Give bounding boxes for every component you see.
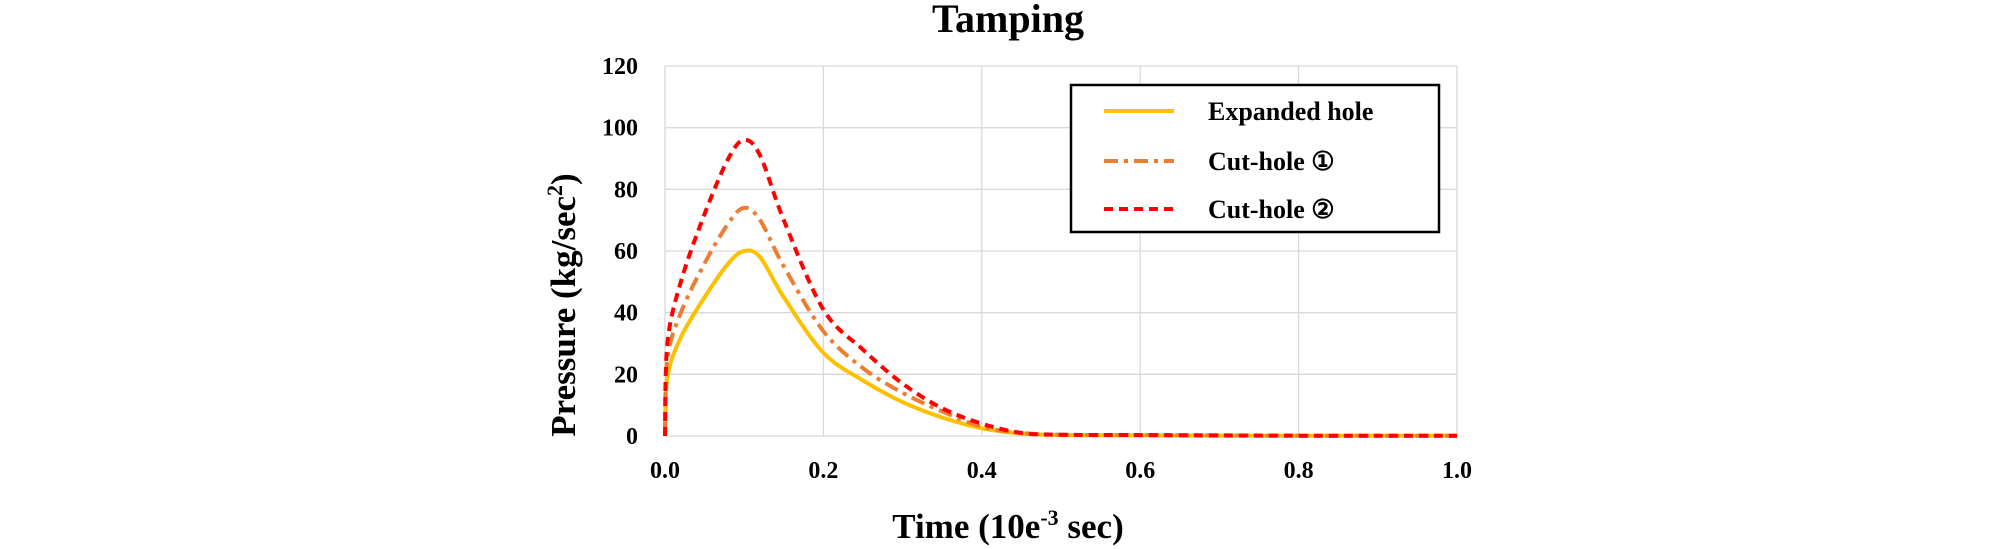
y-axis-label-main: Pressure (kg/sec bbox=[544, 196, 583, 437]
series-line-cut-hole-2 bbox=[663, 137, 1457, 438]
x-tick-label: 0.4 bbox=[967, 458, 997, 484]
y-axis-label-end: ) bbox=[544, 173, 583, 185]
x-axis-label-sup: -3 bbox=[1040, 505, 1058, 530]
x-axis-label: Time (10e-3 sec) bbox=[892, 505, 1124, 546]
y-tick-label: 60 bbox=[614, 239, 638, 265]
legend: Expanded hole Cut-hole ① Cut-hole ② bbox=[1069, 83, 1441, 234]
x-tick-label: 0.2 bbox=[808, 458, 838, 484]
x-axis-label-main: Time (10e bbox=[892, 507, 1040, 546]
y-axis-label: Pressure (kg/sec2) bbox=[542, 173, 583, 436]
x-tick-label: 0.0 bbox=[650, 458, 680, 484]
x-tick-label: 1.0 bbox=[1442, 458, 1472, 484]
series-line-expanded-hole bbox=[663, 248, 1457, 438]
y-tick-label: 40 bbox=[614, 301, 638, 327]
x-tick-labels: 0.0 0.2 0.4 0.6 0.8 1.0 bbox=[650, 458, 1472, 484]
chart-title: Tamping bbox=[932, 0, 1084, 41]
x-tick-label: 0.6 bbox=[1125, 458, 1155, 484]
y-tick-label: 0 bbox=[626, 424, 638, 450]
x-tick-label: 0.8 bbox=[1284, 458, 1314, 484]
x-axis-label-end: sec) bbox=[1059, 507, 1124, 546]
y-axis-label-sup: 2 bbox=[542, 185, 567, 196]
series-line-cut-hole-1 bbox=[663, 205, 1457, 438]
y-axis-label-group: Pressure (kg/sec2) bbox=[542, 173, 583, 436]
y-tick-label: 120 bbox=[602, 54, 638, 80]
y-tick-labels: 0 20 40 60 80 100 120 bbox=[602, 54, 638, 450]
legend-label-expanded-hole: Expanded hole bbox=[1208, 97, 1373, 126]
y-tick-label: 80 bbox=[614, 177, 638, 203]
y-tick-label: 100 bbox=[602, 116, 638, 142]
legend-label-cut-hole-1: Cut-hole ① bbox=[1208, 147, 1335, 176]
legend-label-cut-hole-2: Cut-hole ② bbox=[1208, 195, 1335, 224]
series-lines bbox=[663, 137, 1457, 438]
y-tick-label: 20 bbox=[614, 362, 638, 388]
